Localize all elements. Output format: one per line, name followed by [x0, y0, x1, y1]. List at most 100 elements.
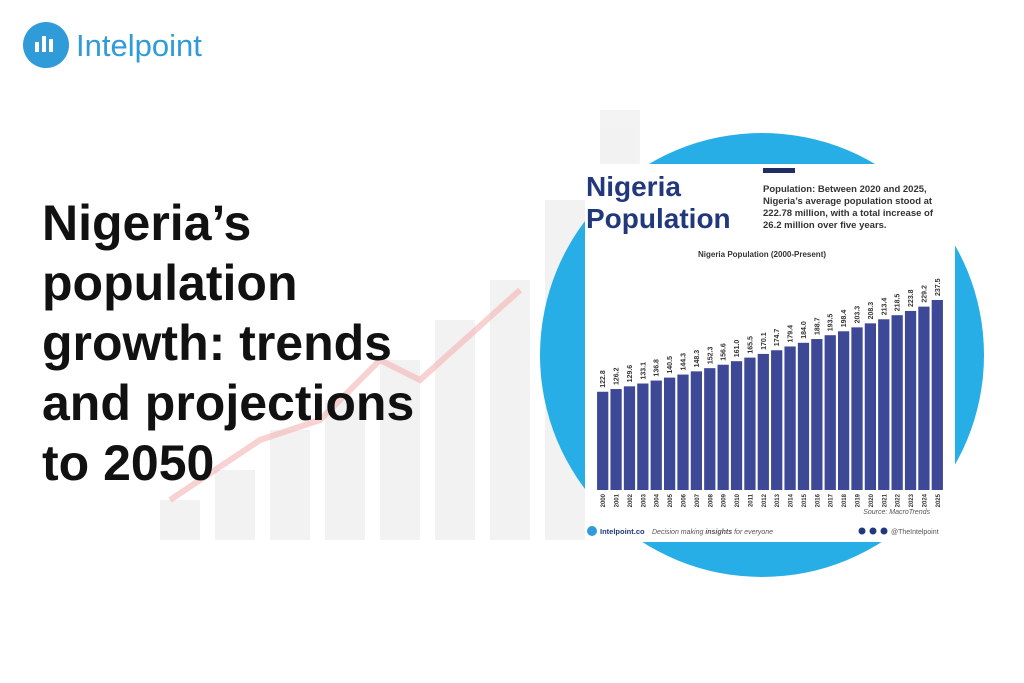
x-tick-label: 2009	[722, 493, 728, 507]
social-icon	[880, 527, 888, 535]
description-line: Population: Between 2020 and 2025,	[763, 184, 927, 195]
bar	[637, 383, 649, 490]
value-label: 136.8	[654, 359, 661, 377]
value-label: 165.5	[747, 336, 754, 354]
x-tick-label: 2021	[882, 493, 888, 507]
value-label: 133.1	[640, 362, 647, 380]
bar	[677, 374, 689, 490]
headline-line: growth: trends	[42, 315, 392, 371]
tagline-part: Decision making	[652, 529, 705, 536]
x-tick-label: 2023	[909, 493, 915, 507]
bar	[784, 346, 796, 490]
footer-site: Intelpoint.co	[600, 527, 645, 536]
x-tick-label: 2005	[668, 493, 674, 507]
card-description: Population: Between 2020 and 2025,Nigeri…	[763, 184, 934, 231]
value-label: 122.8	[600, 370, 607, 388]
x-tick-label: 2016	[815, 493, 821, 507]
value-label: 129.6	[627, 365, 634, 383]
headline-line: population	[42, 255, 298, 311]
bar	[757, 353, 769, 490]
background-arrow	[168, 287, 523, 503]
value-label: 223.8	[908, 289, 915, 307]
tagline-part: for everyone	[732, 529, 773, 536]
x-tick-label: 2011	[748, 493, 754, 507]
value-label: 170.1	[761, 332, 768, 350]
bar	[904, 310, 917, 490]
footer-handle: @TheIntelpoint	[891, 529, 939, 536]
value-label: 193.5	[828, 314, 835, 332]
x-tick-label: 2002	[628, 493, 634, 507]
value-label: 208.3	[868, 302, 875, 320]
x-tick-label: 2017	[829, 493, 835, 507]
bar	[811, 339, 823, 490]
footer-tagline: Decision making insights for everyone	[652, 529, 773, 536]
bar	[878, 319, 890, 490]
value-label: 218.5	[895, 294, 902, 312]
value-label: 126.2	[614, 367, 621, 385]
bar	[837, 331, 850, 490]
logo-icon-bar	[42, 36, 46, 52]
bar	[610, 389, 622, 490]
bar	[730, 361, 743, 490]
logo-icon-bar	[35, 42, 39, 52]
x-tick-label: 2001	[615, 493, 621, 507]
x-tick-label: 2019	[856, 493, 862, 507]
x-tick-label: 2024	[922, 493, 928, 507]
x-tick-label: 2008	[708, 493, 714, 507]
value-label: 174.7	[774, 329, 781, 347]
card-title: Population	[586, 203, 731, 234]
x-tick-label: 2025	[936, 493, 942, 507]
headline-line: and projections	[42, 375, 414, 431]
value-label: 229.2	[921, 285, 928, 303]
value-label: 198.4	[841, 310, 848, 328]
social-icon	[869, 527, 877, 535]
bar	[704, 368, 716, 490]
value-label: 213.4	[881, 298, 888, 316]
x-tick-label: 2003	[641, 493, 647, 507]
chart-title: Nigeria Population (2000-Present)	[698, 250, 826, 259]
x-tick-label: 2022	[896, 493, 902, 507]
value-label: 237.5	[935, 278, 942, 296]
x-tick-label: 2013	[775, 493, 781, 507]
x-tick-label: 2007	[695, 493, 701, 507]
bar	[824, 335, 836, 490]
value-label: 148.3	[694, 350, 701, 368]
tagline-part: insights	[705, 529, 732, 536]
bar	[744, 357, 756, 490]
description-line: Nigeria’s average population stood at	[763, 196, 933, 207]
value-label: 140.5	[667, 356, 674, 374]
x-tick-label: 2000	[601, 493, 607, 507]
bar	[918, 306, 930, 490]
value-label: 179.4	[788, 325, 795, 343]
chart: 122.8 2000 126.2 2001 129.6 2002 133.1 2003 136.…	[597, 278, 943, 507]
source: Source: MacroTrends	[863, 509, 930, 516]
x-tick-label: 2010	[735, 493, 741, 507]
bar	[597, 391, 609, 490]
description-line: 222.78 million, with a total increase of	[763, 208, 934, 219]
x-tick-label: 2004	[655, 493, 661, 507]
headline-line: Nigeria’s	[42, 195, 251, 251]
value-label: 144.3	[681, 353, 688, 371]
card-title: Nigeria	[586, 171, 681, 202]
value-label: 188.7	[814, 317, 821, 335]
x-tick-label: 2018	[842, 493, 848, 507]
x-tick-label: 2014	[789, 493, 795, 507]
bar	[891, 315, 903, 490]
bar	[931, 300, 943, 490]
value-label: 156.6	[721, 343, 728, 361]
bar	[663, 377, 676, 490]
card-accent	[763, 168, 795, 173]
bar	[864, 323, 877, 490]
description-line: 26.2 million over five years.	[763, 220, 887, 231]
bar	[851, 327, 863, 490]
x-tick-label: 2006	[682, 493, 688, 507]
x-tick-label: 2020	[869, 493, 875, 507]
value-label: 203.3	[855, 306, 862, 324]
headline-line: to 2050	[42, 435, 214, 491]
logo-text: Intelpoint	[76, 28, 202, 63]
footer-logo	[587, 526, 597, 536]
bar	[771, 350, 783, 490]
x-tick-label: 2015	[802, 493, 808, 507]
